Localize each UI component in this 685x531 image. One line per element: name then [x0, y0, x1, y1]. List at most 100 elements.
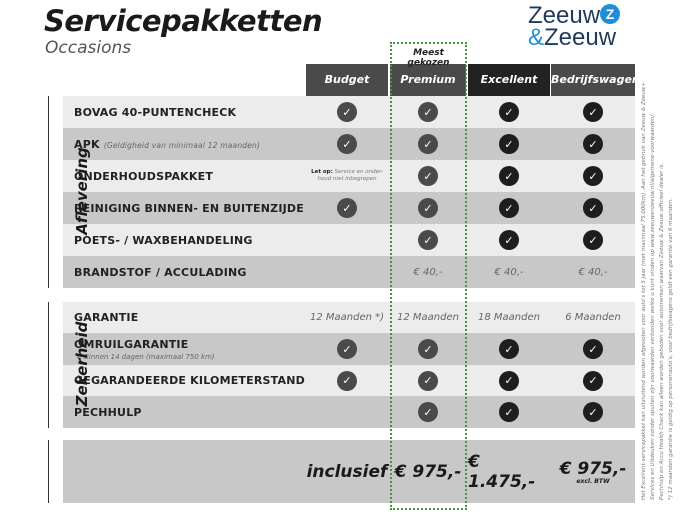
cell-excellent: € 40,- [468, 256, 550, 288]
price-budget: inclusief [306, 461, 388, 482]
footnote: Services en Uitdeuken zonder spuiten zij… [650, 113, 656, 500]
cell-value: 12 Maanden *) [309, 312, 385, 323]
check-icon: ✓ [583, 339, 603, 359]
cell-premium: ✓ [390, 160, 466, 192]
price-bedrijfswagens: € 975,- excl. BTW [551, 440, 635, 503]
table-row: GEGARANDEERDE KILOMETERSTAND ✓ ✓ ✓ ✓ [63, 365, 635, 396]
price-premium: € 975,- [394, 461, 462, 482]
footnotes: Het Excellent-servicepakket kan uitsluit… [640, 60, 676, 500]
cell-premium: ✓ [390, 224, 466, 256]
cell-excellent: ✓ [468, 333, 550, 365]
table-row: POETS- / WAXBEHANDELING ✓ ✓ ✓ [63, 224, 635, 256]
row-label-text: GARANTIE [74, 311, 139, 324]
cell-excellent: 18 Maanden [468, 302, 550, 333]
table-row: GARANTIE 12 Maanden *) 12 Maanden 18 Maande… [63, 302, 635, 333]
cell-budget [306, 224, 388, 256]
check-icon: ✓ [418, 198, 438, 218]
footnote: Pechhulp en Accu Health Check kan alleen… [659, 162, 665, 500]
cell-excellent: ✓ [468, 128, 550, 160]
cell-bedrijfswagens: ✓ [551, 128, 635, 160]
cell-value: € 40,- [413, 266, 443, 278]
note-bold: Let op: [311, 169, 333, 175]
check-icon: ✓ [583, 370, 603, 391]
cell-premium: ✓ [390, 333, 466, 365]
check-icon: ✓ [499, 339, 519, 359]
check-icon: ✓ [499, 166, 519, 186]
page-subtitle: Occasions [45, 38, 132, 58]
cell-value: 18 Maanden [478, 312, 540, 323]
cell-budget: ✓ [306, 128, 388, 160]
price-value: € 975,- [559, 458, 627, 479]
cell-premium: ✓ [390, 96, 466, 128]
check-icon: ✓ [418, 370, 438, 391]
row-label: OMRUILGARANTIE [74, 338, 188, 351]
row-label-text: ONDERHOUDSPAKKET [74, 169, 214, 183]
cell-bedrijfswagens: ✓ [551, 333, 635, 365]
cell-bedrijfswagens: ✓ [551, 365, 635, 396]
column-header-budget: Budget [306, 64, 388, 96]
logo-mark-icon: Z [600, 4, 621, 24]
table-row: APK (Geldigheid van minimaal 12 maanden) ✓… [63, 128, 635, 160]
cell-excellent: ✓ [468, 96, 550, 128]
cell-budget: 12 Maanden *) [306, 302, 388, 333]
row-label: ONDERHOUDSPAKKET [74, 170, 213, 183]
budget-note: Let op: Service en onder-houd niet inbeg… [306, 169, 388, 183]
table-row: PECHHULP ✓ ✓ ✓ [63, 396, 635, 428]
row-label: GARANTIE [74, 311, 138, 324]
row-label-text: BOVAG 40-PUNTENCHECK [74, 105, 237, 119]
table-row: REINIGING BINNEN- EN BUITENZIJDE ✓ ✓ ✓ ✓ [63, 192, 635, 224]
check-icon: ✓ [499, 198, 519, 218]
price-excellent: € 1.475,- [468, 451, 536, 492]
cell-excellent: ✓ [468, 160, 550, 192]
check-icon: ✓ [337, 134, 357, 154]
check-icon: ✓ [337, 339, 357, 359]
check-icon: ✓ [418, 339, 438, 359]
table-row: ONDERHOUDSPAKKET Let op: Service en onder… [63, 160, 635, 192]
check-icon: ✓ [499, 402, 519, 422]
cell-premium: ✓ [390, 365, 466, 396]
price-row: inclusief € 975,- € 1.475,- € 975,- excl.… [63, 440, 635, 503]
check-icon: ✓ [418, 134, 438, 154]
footnote: Het Excellent-servicepakket kan uitsluit… [641, 82, 647, 500]
cell-budget: Let op: Service en onder-houd niet inbeg… [306, 160, 388, 192]
column-header-excellent: Excellent [468, 64, 550, 96]
check-icon: ✓ [418, 230, 438, 250]
cell-excellent: ✓ [468, 396, 550, 428]
cell-budget: ✓ [306, 333, 388, 365]
cell-premium: 12 Maanden [390, 302, 466, 333]
table-row: BOVAG 40-PUNTENCHECK ✓ ✓ ✓ ✓ [63, 96, 635, 128]
section-label-aflevering: Aflevering [73, 147, 91, 235]
check-icon: ✓ [583, 198, 603, 218]
check-icon: ✓ [583, 402, 603, 422]
cell-budget: ✓ [306, 192, 388, 224]
cell-excellent: ✓ [468, 365, 550, 396]
row-label-text: POETS- / WAXBEHANDELING [74, 233, 253, 247]
page-title: Servicepakketten [44, 4, 323, 38]
check-icon: ✓ [337, 198, 357, 218]
cell-premium: ✓ [390, 192, 466, 224]
check-icon: ✓ [583, 134, 603, 154]
table-row: OMRUILGARANTIE ✓ Binnen 14 dagen (maximaa… [63, 333, 635, 365]
divider [48, 440, 49, 503]
cell-bedrijfswagens: ✓ [551, 224, 635, 256]
cell-value: € 40,- [494, 266, 524, 278]
row-label: POETS- / WAXBEHANDELING [74, 234, 253, 247]
column-header-bedrijfswagens: Bedrijfswagens [551, 64, 646, 96]
row-label-text: APK [74, 137, 100, 151]
cell-budget: ✓ [306, 365, 388, 396]
section-label-zekerheid: Zekerheid [73, 321, 91, 407]
cell-budget [306, 396, 388, 428]
row-label: PECHHULP [74, 406, 142, 419]
check-icon: ✓ [337, 102, 357, 122]
check-icon: ✓ [583, 230, 603, 250]
cell-excellent: ✓ [468, 224, 550, 256]
cell-value: 6 Maanden [565, 312, 621, 323]
row-label-text: REINIGING BINNEN- EN BUITENZIJDE [74, 201, 304, 215]
cell-bedrijfswagens: 6 Maanden [551, 302, 635, 333]
divider [48, 302, 49, 428]
footnote: *) 12 maanden garantie is geldig op pers… [668, 198, 674, 500]
check-icon: ✓ [337, 370, 357, 391]
row-label: REINIGING BINNEN- EN BUITENZIJDE [74, 202, 304, 215]
row-label: BRANDSTOF / ACCULADING [74, 266, 247, 279]
cell-bedrijfswagens: € 40,- [551, 256, 635, 288]
